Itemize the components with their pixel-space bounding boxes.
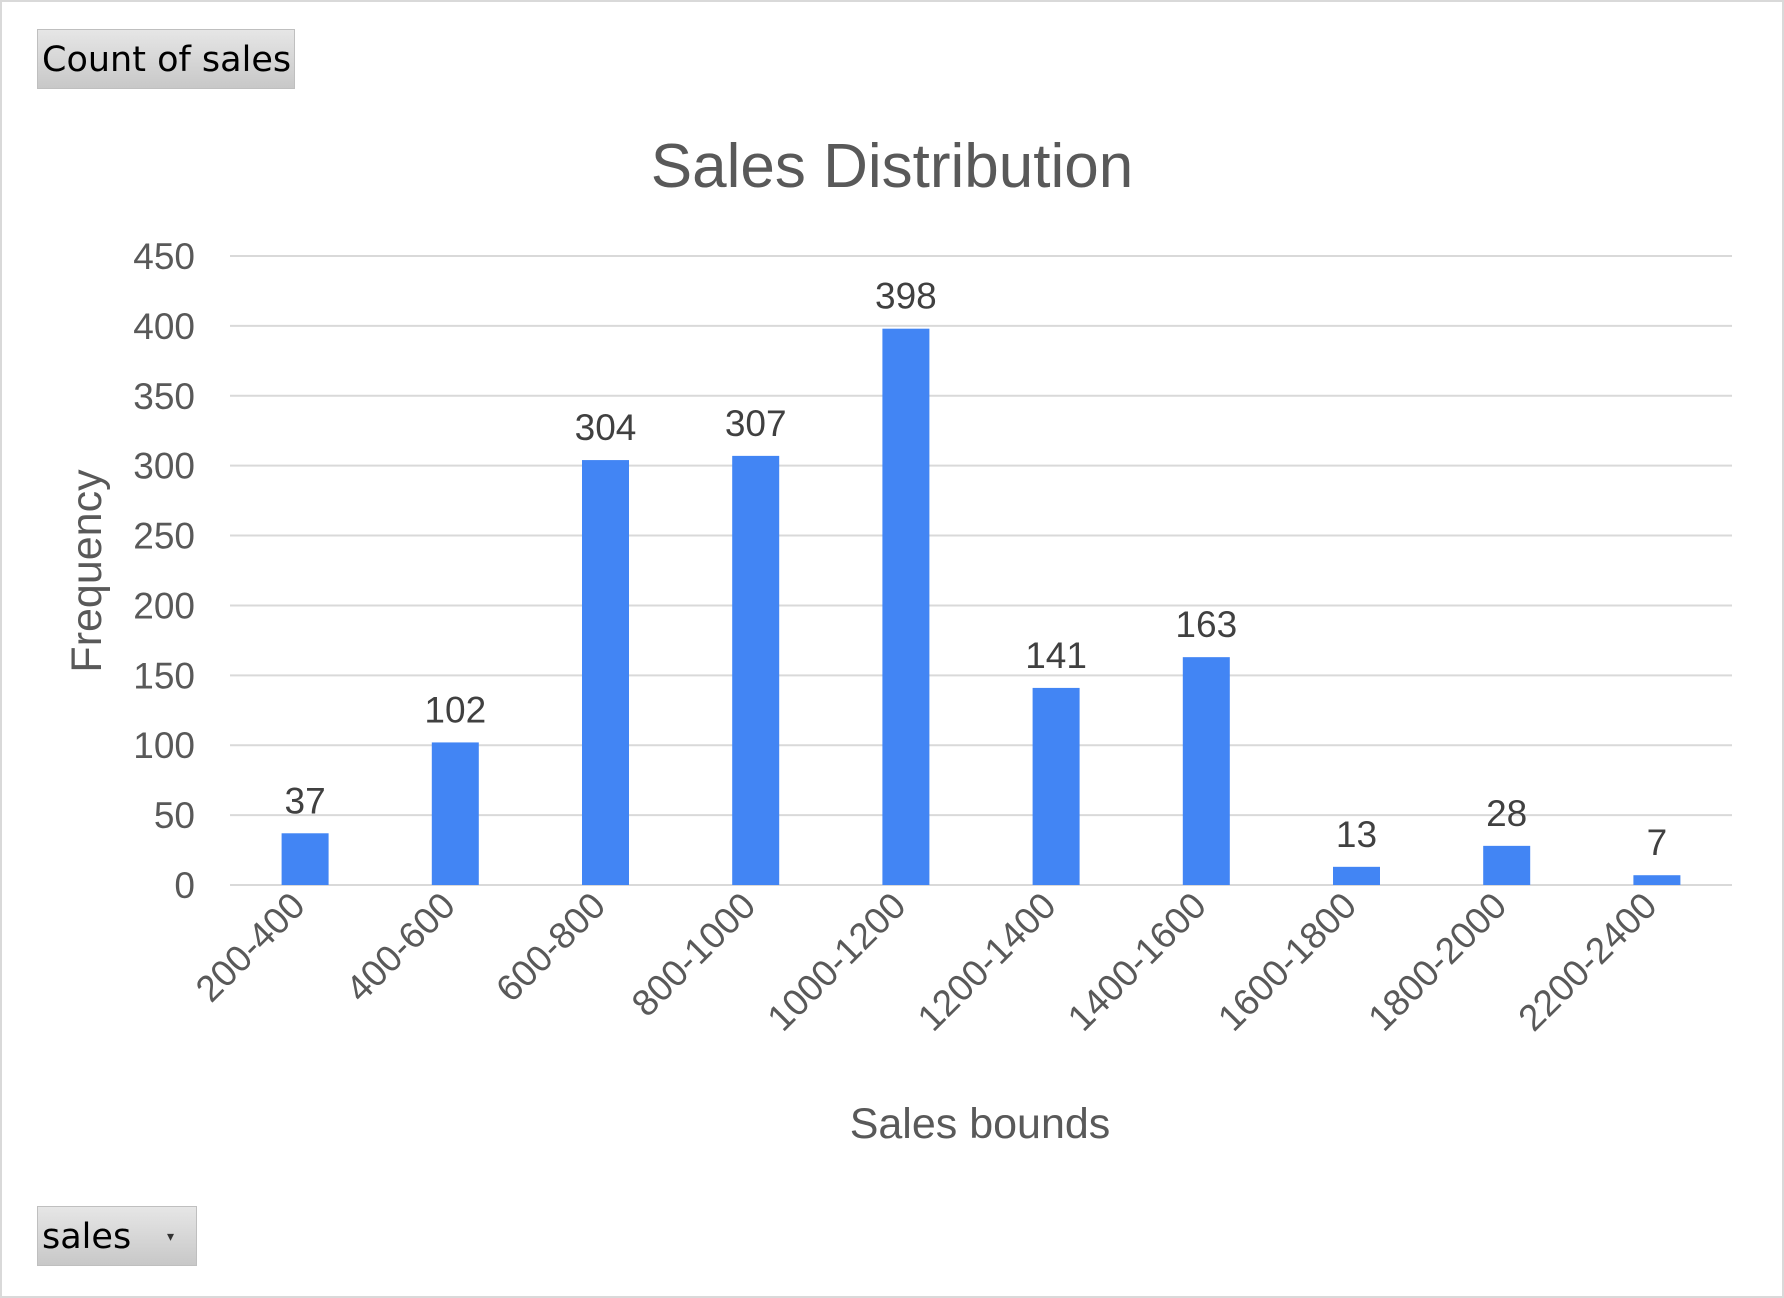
bar-1600-1800[interactable] [1333, 866, 1380, 885]
y-tick-label: 200 [133, 585, 195, 626]
x-tick-label: 600-800 [488, 885, 613, 1010]
bar-200-400[interactable] [281, 833, 329, 885]
y-axis-ticks: 0 50 100 150 200 250 300 350 400 450 [133, 236, 195, 906]
data-label: 7 [1647, 822, 1668, 863]
value-field-button[interactable]: Count of sales [37, 29, 295, 89]
bars [281, 328, 1681, 885]
data-label: 304 [575, 407, 637, 448]
bar-400-600[interactable] [431, 742, 479, 885]
y-tick-label: 400 [133, 306, 195, 347]
gridlines [230, 255, 1732, 886]
axis-field-button[interactable]: sales ▾ [37, 1206, 197, 1266]
x-tick-label: 200-400 [188, 885, 313, 1010]
x-tick-label: 1800-2000 [1360, 885, 1514, 1039]
y-tick-label: 350 [133, 376, 195, 417]
x-axis-label: Sales bounds [850, 1100, 1111, 1148]
x-axis-ticks: 200-400 400-600 600-800 800-10001000-120012… [188, 885, 1665, 1039]
x-tick-label: 800-1000 [624, 885, 764, 1025]
value-field-label: Count of sales [42, 40, 292, 80]
data-label: 307 [725, 403, 787, 444]
axis-field-label: sales [42, 1217, 132, 1257]
x-tick-label: 400-600 [338, 885, 463, 1010]
y-tick-label: 100 [133, 725, 195, 766]
y-tick-label: 50 [154, 795, 195, 836]
bar-800-1000[interactable] [732, 455, 780, 885]
data-label: 163 [1175, 604, 1237, 645]
chart-title: Sales Distribution [651, 132, 1133, 201]
x-tick-label: 1000-1200 [759, 885, 913, 1039]
x-tick-label: 2200-2400 [1510, 885, 1664, 1039]
bar-1200-1400[interactable] [1032, 687, 1080, 885]
y-tick-label: 450 [133, 236, 195, 277]
y-tick-label: 150 [133, 655, 195, 696]
y-tick-label: 0 [174, 865, 195, 906]
data-label: 13 [1336, 814, 1377, 855]
x-tick-label: 1600-1800 [1210, 885, 1364, 1039]
y-tick-label: 250 [133, 516, 195, 557]
bar-1000-1200[interactable] [882, 328, 930, 885]
data-label: 398 [875, 276, 937, 317]
data-label: 37 [285, 780, 326, 821]
bar-2200-2400[interactable] [1633, 875, 1681, 885]
x-tick-label: 1200-1400 [910, 885, 1064, 1039]
chevron-down-icon[interactable]: ▾ [166, 1229, 174, 1245]
y-tick-label: 300 [133, 446, 195, 487]
data-label: 102 [424, 689, 486, 730]
bar-1400-1600[interactable] [1182, 657, 1230, 885]
data-label: 141 [1025, 635, 1087, 676]
data-label: 28 [1486, 793, 1527, 834]
y-axis-label: Frequency [63, 469, 111, 673]
bar-1800-2000[interactable] [1483, 845, 1531, 885]
x-tick-label: 1400-1600 [1060, 885, 1214, 1039]
data-labels: 37 102 304 307 398 141 163 13 28 7 [285, 276, 1668, 864]
bar-600-800[interactable] [582, 460, 629, 885]
